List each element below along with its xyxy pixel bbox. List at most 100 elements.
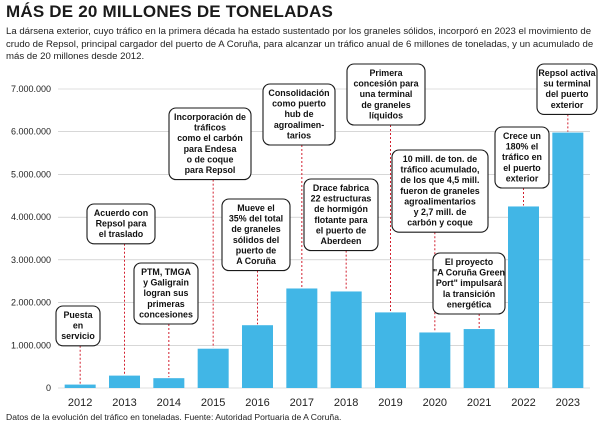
bar-2022 [508, 206, 539, 388]
annotation-text: Consolidación [268, 88, 329, 98]
chart-source-note: Datos de la evolución del tráfico en ton… [6, 412, 342, 422]
annotation-text: puerto de [236, 245, 276, 255]
annotation-box [536, 63, 598, 115]
annotation-box [55, 305, 101, 347]
annotation-text: exterior [551, 100, 584, 110]
annotation-text: 180% el [506, 142, 539, 152]
annotation-text: tráficos [194, 123, 226, 133]
annotation-text: Repsol para [96, 219, 147, 229]
x-tick-label: 2017 [290, 397, 314, 409]
y-tick-label: 3.000.000 [11, 255, 51, 265]
annotation-text: Port" impulsará [436, 278, 502, 288]
annotation-box [86, 203, 156, 245]
annotation-text: 35% del total [229, 214, 283, 224]
x-tick-label: 2014 [157, 397, 181, 409]
x-tick-label: 2018 [334, 397, 358, 409]
annotation-text: para Repsol [185, 165, 236, 175]
axis-layer: 0 1.000.000 2.000.000 3.000.000 4.000.000 5.0… [11, 84, 580, 409]
bar-2019 [375, 312, 406, 388]
annotation-text: la transición [443, 289, 495, 299]
annotation-text: concesiones [139, 309, 193, 319]
y-tick-label: 6.000.000 [11, 127, 51, 137]
annotation-box [133, 262, 199, 325]
annotation-text: hub de [284, 109, 313, 119]
x-tick-label: 2021 [467, 397, 491, 409]
annotation-text: agroalimentarios [404, 196, 476, 206]
annotation-text: Drace fabrica [313, 183, 369, 193]
annotation-text: Acuerdo con [94, 208, 148, 218]
annotation-text: Mueve el [237, 203, 275, 213]
bar-2015 [197, 348, 229, 388]
annotation-text: fueron de graneles [400, 186, 479, 196]
annotation-text: sólidos del [233, 235, 279, 245]
annotation-text: primeras [147, 299, 185, 309]
annotation-text: una terminal [360, 89, 413, 99]
y-tick-label: 0 [46, 383, 51, 393]
annotation-text: tarios [287, 130, 311, 140]
annotation-text: como el carbón [177, 133, 243, 143]
annotation-text: PTM, TMGA [141, 267, 191, 277]
annotation-text: El proyecto [445, 257, 494, 267]
annotation-text: Crece un [503, 131, 541, 141]
x-tick-label: 2016 [245, 397, 269, 409]
annotation-text: en [73, 321, 83, 331]
annotation-text: del puerto [546, 89, 589, 99]
bar-2023 [552, 132, 584, 388]
y-tick-label: 7.000.000 [11, 84, 51, 94]
x-tick-label: 2019 [378, 397, 402, 409]
bar-2013 [109, 375, 140, 388]
chart-title: MÁS DE 20 MILLONES DE TONELADAS [6, 2, 334, 21]
annotation-text: y Galigrain [143, 278, 189, 288]
annotation-text: o de coque [187, 154, 234, 164]
annotation-text: y 2,7 mill. de [414, 207, 467, 217]
x-tick-label: 2013 [112, 397, 136, 409]
bar-2012 [64, 384, 96, 388]
bar-layer [64, 132, 584, 388]
annotation-text: carbón y coque [407, 218, 473, 228]
annotation-text: "A Coruña Green [433, 268, 505, 278]
bar-2020 [419, 332, 451, 388]
annotation-text: tráfico en [502, 152, 542, 162]
annotation-box [168, 107, 252, 181]
bar-2016 [242, 325, 273, 388]
annotation-text: de hormigón [314, 204, 368, 214]
x-tick-label: 2022 [511, 397, 535, 409]
annotation-text: energética [447, 299, 491, 309]
annotation-text: de graneles [361, 100, 410, 110]
x-tick-label: 2012 [68, 397, 92, 409]
annotation-text: A Coruña [236, 256, 276, 266]
bar-2018 [330, 291, 362, 388]
annotation-box [346, 63, 426, 126]
annotation-text: Aberdeen [321, 236, 362, 246]
bar-2021 [463, 329, 495, 388]
annotation-text: agroalimen- [274, 120, 324, 130]
annotation-text: 22 estructuras [311, 194, 372, 204]
annotation-text: 10 mill. de ton. de [403, 154, 478, 164]
annotation-text: tráfico acumulado, [401, 165, 480, 175]
annotation-text: el puerto de [316, 225, 366, 235]
annotation-text: de graneles [231, 224, 280, 234]
annotation-box [262, 83, 336, 146]
annotation-box [391, 149, 489, 233]
annotation-box [432, 252, 506, 315]
annotation-text: servicio [61, 331, 95, 341]
annotation-text: de los que 4,5 mill. [401, 175, 480, 185]
annotation-box [494, 126, 550, 189]
annotation-text: concesión para [353, 79, 418, 89]
annotation-text: su terminal [543, 79, 590, 89]
annotation-text: Incorporación de [174, 112, 246, 122]
annotation-text: como puerto [272, 99, 326, 109]
